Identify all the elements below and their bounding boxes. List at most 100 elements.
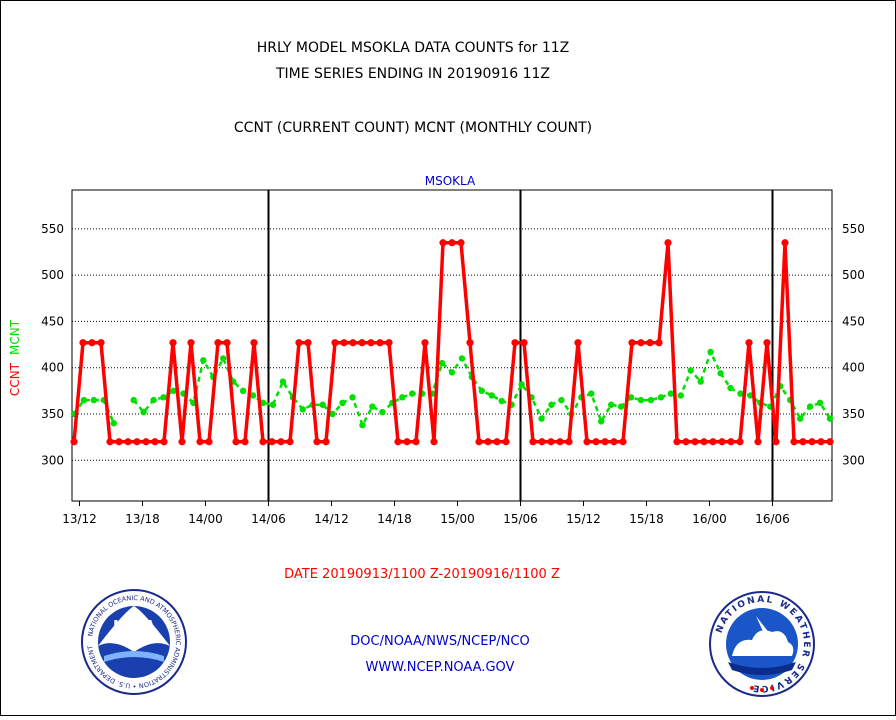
data-point-ccnt: [277, 438, 285, 446]
y-axis-right: 300 350 400 450 500 550: [842, 222, 865, 467]
data-point-mcnt: [170, 387, 177, 395]
data-point-ccnt: [367, 339, 375, 347]
data-point-mcnt: [588, 390, 595, 397]
data-point-ccnt: [79, 339, 87, 347]
data-point-mcnt: [140, 408, 147, 416]
data-point-ccnt: [304, 339, 312, 347]
x-tick-label: 13/12: [62, 512, 97, 526]
data-point-ccnt: [376, 339, 384, 347]
data-point-ccnt: [88, 339, 96, 347]
series-ccnt: [70, 239, 834, 446]
data-point-ccnt: [817, 438, 825, 446]
data-point-ccnt: [151, 438, 159, 446]
day-boundary-lines: [267, 190, 774, 501]
data-point-ccnt: [700, 438, 708, 446]
data-point-mcnt: [399, 394, 406, 401]
data-point-mcnt: [369, 403, 376, 410]
data-point-mcnt: [617, 403, 625, 410]
data-point-ccnt: [97, 339, 105, 347]
data-point-ccnt: [745, 339, 753, 347]
data-point-mcnt: [717, 370, 724, 377]
data-point-ccnt: [484, 438, 492, 446]
data-point-ccnt: [664, 239, 672, 247]
x-tick-label: 14/00: [188, 512, 223, 526]
data-point-mcnt: [409, 390, 416, 397]
data-point-ccnt: [511, 339, 519, 347]
x-tick-label: 16/00: [692, 512, 727, 526]
svg-text:CCNTMCNT: CCNT MCNT: [8, 319, 22, 396]
data-point-ccnt: [502, 438, 510, 446]
data-point-mcnt: [598, 418, 605, 425]
y-axis-left: 300 350 400 450 500 550: [41, 222, 64, 467]
data-point-ccnt: [457, 239, 465, 247]
data-point-ccnt: [781, 239, 789, 247]
data-point-mcnt: [727, 384, 734, 392]
data-point-ccnt: [610, 438, 618, 446]
data-point-mcnt: [667, 390, 675, 397]
data-point-mcnt: [697, 378, 704, 385]
data-point-mcnt: [200, 357, 207, 364]
data-point-mcnt: [279, 378, 287, 385]
x-tick-label: 15/12: [566, 512, 601, 526]
data-point-ccnt: [826, 438, 834, 446]
data-point-ccnt: [601, 438, 609, 446]
data-point-ccnt: [115, 438, 123, 446]
data-point-ccnt: [187, 339, 195, 347]
url-label: WWW.NCEP.NOAA.GOV: [366, 660, 515, 675]
data-point-mcnt: [259, 399, 267, 407]
data-point-ccnt: [178, 438, 186, 446]
data-point-mcnt: [478, 387, 486, 395]
x-axis: 13/12 13/18 14/00 14/06 14/12 14/18 15/00 15/06…: [62, 501, 790, 526]
noaa-logo-text: NOAA: [113, 619, 155, 634]
data-point-ccnt: [403, 438, 411, 446]
x-tick-label: 15/06: [503, 512, 538, 526]
data-point-ccnt: [466, 339, 474, 347]
y-label-mcnt: MCNT: [8, 319, 22, 355]
data-point-mcnt: [339, 399, 346, 407]
data-point-mcnt: [607, 401, 615, 408]
y-tick-label: 300: [842, 453, 865, 467]
x-tick-label: 15/18: [629, 512, 664, 526]
data-point-ccnt: [430, 438, 438, 446]
data-point-ccnt: [736, 438, 744, 446]
data-point-ccnt: [529, 438, 537, 446]
data-point-ccnt: [358, 339, 366, 347]
data-point-ccnt: [718, 438, 726, 446]
data-point-ccnt: [475, 438, 483, 446]
plot-name: MSOKLA: [425, 174, 476, 188]
data-point-ccnt: [250, 339, 258, 347]
data-point-ccnt: [448, 239, 456, 247]
data-point-ccnt: [583, 438, 591, 446]
chart-subtitle: CCNT (CURRENT COUNT) MCNT (MONTHLY COUNT…: [234, 120, 592, 136]
data-point-ccnt: [106, 438, 114, 446]
data-point-ccnt: [331, 339, 339, 347]
y-tick-label: 500: [41, 268, 64, 282]
data-point-ccnt: [385, 339, 393, 347]
data-point-ccnt: [214, 339, 222, 347]
data-point-mcnt: [657, 394, 665, 401]
y-tick-label: 300: [41, 453, 64, 467]
data-point-ccnt: [619, 438, 627, 446]
data-point-mcnt: [806, 403, 814, 410]
data-point-ccnt: [628, 339, 636, 347]
data-point-ccnt: [295, 339, 303, 347]
y-tick-label: 350: [41, 407, 64, 421]
data-point-mcnt: [826, 415, 834, 422]
y-axis-label: CCNT MCNT: [8, 319, 22, 396]
data-point-ccnt: [754, 438, 762, 446]
nws-logo: NATIONAL WEATHER SERVICE: [709, 591, 815, 697]
data-point-ccnt: [232, 438, 240, 446]
x-tick-label: 14/18: [377, 512, 412, 526]
data-point-mcnt: [796, 415, 804, 422]
data-point-mcnt: [647, 396, 655, 404]
data-point-mcnt: [220, 355, 227, 362]
data-point-mcnt: [488, 392, 495, 399]
x-tick-label: 14/06: [251, 512, 286, 526]
data-point-ccnt: [691, 438, 699, 446]
data-point-mcnt: [498, 397, 505, 405]
data-point-ccnt: [286, 438, 294, 446]
x-tick-label: 13/18: [125, 512, 160, 526]
data-point-ccnt: [547, 438, 555, 446]
data-point-ccnt: [520, 339, 528, 347]
